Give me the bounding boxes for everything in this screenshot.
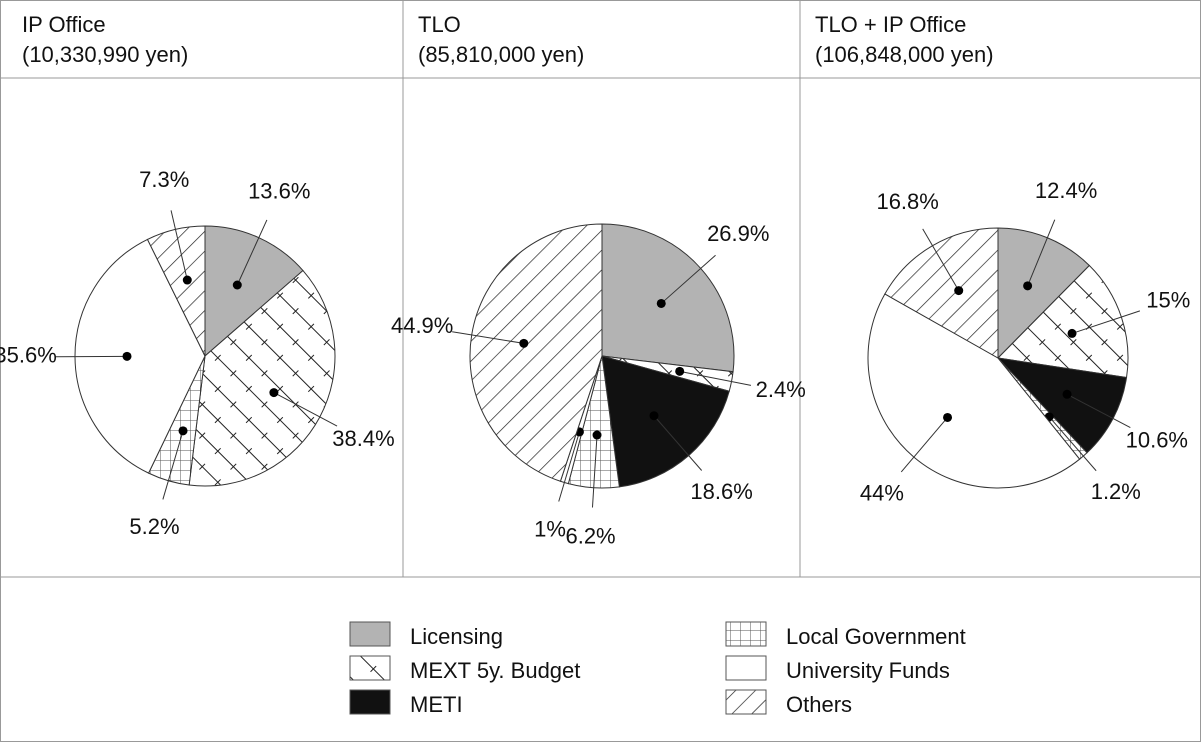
leader-line — [1066, 393, 1131, 428]
data-label: 12.4% — [1035, 178, 1097, 203]
data-label: 44% — [860, 481, 904, 506]
leader-line — [162, 430, 184, 500]
leader-dot — [1023, 281, 1033, 291]
leader-line — [236, 219, 268, 286]
leader-dot — [1062, 389, 1072, 399]
leader-line — [1027, 219, 1056, 287]
leader-line — [922, 228, 960, 291]
chart-subtitle: (106,848,000 yen) — [815, 42, 994, 67]
leader-line — [1048, 416, 1097, 472]
leader-line — [273, 392, 338, 427]
chart-subtitle: (10,330,990 yen) — [22, 42, 188, 67]
leader-line — [679, 370, 752, 386]
data-label: 1% — [534, 516, 566, 541]
chart-subtitle: (85,810,000 yen) — [418, 42, 584, 67]
leader-line — [1071, 310, 1141, 334]
legend-swatch — [349, 655, 391, 681]
legend-label: Local Government — [786, 624, 966, 649]
leader-line — [452, 331, 524, 344]
data-label: 18.6% — [690, 479, 752, 504]
data-label: 13.6% — [248, 179, 310, 204]
leader-dot — [954, 286, 964, 296]
leader-line — [660, 254, 716, 304]
data-label: 10.6% — [1126, 427, 1188, 452]
legend-swatch — [725, 689, 767, 715]
legend-label: MEXT 5y. Budget — [410, 658, 580, 683]
data-label: 2.4% — [756, 377, 806, 402]
leader-line — [591, 435, 598, 508]
data-label: 26.9% — [707, 221, 769, 246]
leader-dot — [1067, 328, 1077, 338]
legend-swatch — [349, 689, 391, 715]
legend-swatch — [349, 621, 391, 647]
leader-dot — [519, 338, 529, 348]
data-label: 16.8% — [876, 189, 938, 214]
legend-label: Licensing — [410, 624, 503, 649]
data-label: 5.2% — [129, 514, 179, 539]
legend-swatch — [725, 655, 767, 681]
leader-dot — [649, 411, 659, 421]
data-label: 7.3% — [139, 167, 189, 192]
legend-swatch — [725, 621, 767, 647]
chart-title: TLO + IP Office — [815, 12, 966, 37]
data-label: 6.2% — [565, 524, 615, 549]
leader-dot — [943, 412, 953, 422]
leader-dot — [122, 351, 132, 361]
leader-dot — [656, 298, 666, 308]
leader-dot — [178, 426, 188, 436]
legend-label: METI — [410, 692, 463, 717]
legend-label: Others — [786, 692, 852, 717]
leader-line — [558, 431, 580, 502]
chart-title: TLO — [418, 12, 461, 37]
data-label: 38.4% — [332, 426, 394, 451]
data-label: 1.2% — [1091, 479, 1141, 504]
leader-dot — [592, 430, 602, 440]
leader-line — [900, 417, 948, 473]
leader-dot — [232, 280, 242, 290]
data-label: 35.6% — [0, 343, 57, 368]
legend-label: University Funds — [786, 658, 950, 683]
data-label: 44.9% — [391, 313, 453, 338]
leader-line — [170, 210, 188, 281]
data-label: 15% — [1146, 287, 1190, 312]
leader-dot — [182, 275, 192, 285]
leader-dot — [269, 388, 279, 398]
leader-line — [653, 415, 703, 471]
chart-title: IP Office — [22, 12, 106, 37]
leader-dot — [675, 366, 685, 376]
